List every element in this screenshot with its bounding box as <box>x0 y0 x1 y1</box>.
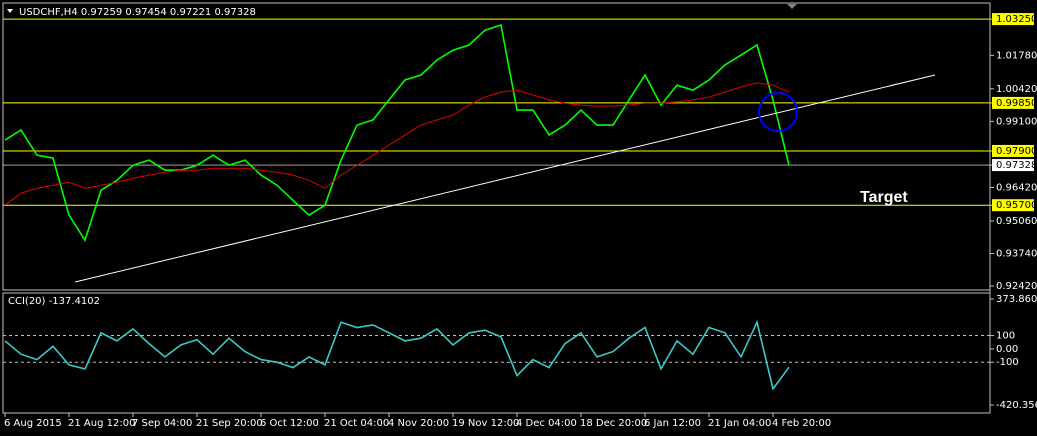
x-tick-label: 19 Nov 12:00 <box>452 418 519 429</box>
cci-panel-frame <box>2 292 991 414</box>
x-tick-label: 21 Aug 12:00 <box>68 418 135 429</box>
y-tick-label: 0.92420 <box>996 281 1037 292</box>
y-tick-label: 0.99850 <box>996 98 1037 109</box>
y-tick-label: 0.97328 <box>996 160 1037 171</box>
level-label-box <box>992 199 1034 212</box>
series-line <box>4 23 790 243</box>
x-tick-label: 18 Dec 20:00 <box>580 418 647 429</box>
x-tick-label: 4 Feb 20:00 <box>772 418 831 429</box>
price-label-box <box>992 159 1034 172</box>
menu-arrow <box>7 9 13 13</box>
x-tick-label: 6 Jan 12:00 <box>644 418 701 429</box>
y-tick-label: 0.97900 <box>996 146 1037 157</box>
y-tick-label: -100 <box>996 357 1019 368</box>
y-tick-label: 0.95060 <box>996 216 1037 227</box>
y-tick-label: 0.99100 <box>996 116 1037 127</box>
chart-title: USDCHF,H4 0.97259 0.97454 0.97221 0.9732… <box>19 7 256 18</box>
y-tick-label: 100 <box>996 331 1015 342</box>
shift-marker <box>787 4 797 9</box>
series-line <box>4 82 790 206</box>
indicator-title: CCI(20) -137.4102 <box>8 296 100 307</box>
x-tick-label: 7 Sep 04:00 <box>132 418 192 429</box>
y-tick-label: 0.00 <box>996 344 1018 355</box>
x-tick-label: 6 Aug 2015 <box>4 418 62 429</box>
y-tick-label: 1.00420 <box>996 84 1037 95</box>
highlight-circle <box>758 92 798 132</box>
level-label-box <box>992 13 1034 26</box>
series-line <box>4 319 790 391</box>
x-tick-label: 4 Nov 20:00 <box>388 418 449 429</box>
x-tick-label: 4 Dec 04:00 <box>516 418 577 429</box>
x-tick-label: 21 Jan 04:00 <box>708 418 771 429</box>
x-tick-label: 6 Oct 12:00 <box>260 418 319 429</box>
y-tick-label: 1.01780 <box>996 50 1037 61</box>
y-tick-label: 0.93740 <box>996 249 1037 260</box>
level-label-box <box>992 96 1034 109</box>
y-tick-label: -420.3569 <box>996 400 1037 411</box>
y-tick-label: 373.8605 <box>996 294 1037 305</box>
y-tick-label: 1.03250 <box>996 14 1037 25</box>
layers: 6 Aug 2015 21 Aug 12:007 Sep 04:00 21 Sep … <box>3 13 1037 429</box>
y-tick-label: 0.95700 <box>996 200 1037 211</box>
main-panel-frame <box>2 2 991 291</box>
trendline <box>74 74 936 283</box>
x-tick-label: 21 Oct 04:00 <box>324 418 389 429</box>
x-tick-label: 21 Sep 20:00 <box>196 418 263 429</box>
level-label-box <box>992 144 1034 157</box>
target-annotation: Target <box>860 189 908 206</box>
y-tick-label: 0.96420 <box>996 182 1037 193</box>
